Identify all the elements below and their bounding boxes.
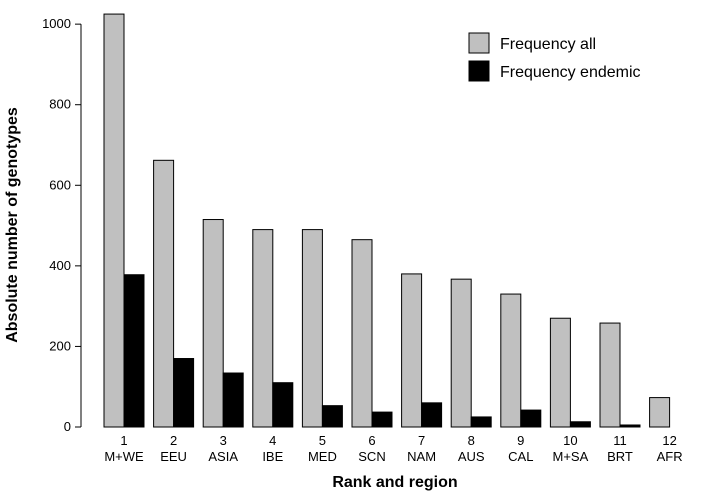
legend-label: Frequency endemic xyxy=(500,64,641,81)
x-tick-region: AUS xyxy=(458,449,485,464)
x-tick-region: CAL xyxy=(508,449,533,464)
bar-endemic xyxy=(371,411,393,428)
x-tick-region: M+WE xyxy=(104,449,144,464)
bar-endemic xyxy=(321,405,343,428)
bar-endemic xyxy=(173,358,195,428)
x-tick-region: MED xyxy=(308,449,337,464)
bar-all xyxy=(202,219,224,428)
x-tick-rank: 1 xyxy=(120,433,127,448)
x-tick-rank: 6 xyxy=(368,433,375,448)
y-tick-label: 1000 xyxy=(42,16,71,31)
legend: Frequency all Frequency endemic xyxy=(468,32,641,82)
bar-endemic xyxy=(222,372,244,428)
bar-all xyxy=(649,397,671,428)
bar-all xyxy=(301,229,323,428)
x-tick-rank: 2 xyxy=(170,433,177,448)
x-tick-rank: 10 xyxy=(563,433,577,448)
x-tick-region: M+SA xyxy=(553,449,589,464)
x-tick-rank: 5 xyxy=(319,433,326,448)
y-tick-label: 0 xyxy=(64,419,71,434)
x-tick-rank: 3 xyxy=(220,433,227,448)
bar-endemic xyxy=(569,421,591,428)
bar-endemic xyxy=(272,382,294,428)
bar-all xyxy=(599,322,621,428)
bar-all xyxy=(103,13,125,428)
x-tick-rank: 7 xyxy=(418,433,425,448)
x-tick-region: ASIA xyxy=(208,449,238,464)
x-tick-region: AFR xyxy=(657,449,683,464)
bar-all xyxy=(450,278,472,428)
bar-all xyxy=(500,293,522,428)
legend-swatch xyxy=(468,32,490,54)
bar-all xyxy=(351,239,373,428)
y-axis-title: Absolute number of genotypes xyxy=(4,107,21,343)
x-tick-rank: 8 xyxy=(468,433,475,448)
x-tick-region: NAM xyxy=(407,449,436,464)
legend-label: Frequency all xyxy=(500,36,596,53)
x-tick-rank: 4 xyxy=(269,433,276,448)
bar-endemic xyxy=(619,424,641,428)
y-tick-label: 800 xyxy=(49,97,71,112)
x-tick-region: BRT xyxy=(607,449,633,464)
y-tick-label: 400 xyxy=(49,258,71,273)
bar-all xyxy=(401,273,423,428)
x-tick-rank: 11 xyxy=(613,433,627,448)
bar-all xyxy=(252,229,274,428)
y-tick-label: 200 xyxy=(49,338,71,353)
bar-all xyxy=(153,159,175,428)
x-tick-region: EEU xyxy=(160,449,187,464)
bar-endemic xyxy=(470,416,492,428)
bar-endemic xyxy=(520,409,542,428)
bar-all xyxy=(549,317,571,428)
bar-endemic xyxy=(421,402,443,428)
x-tick-rank: 12 xyxy=(662,433,676,448)
x-tick-region: SCN xyxy=(358,449,385,464)
x-tick-rank: 9 xyxy=(517,433,524,448)
axes xyxy=(75,23,82,428)
legend-swatch xyxy=(468,60,490,82)
bar-endemic xyxy=(123,274,145,428)
bars xyxy=(103,13,671,428)
x-axis-title: Rank and region xyxy=(332,474,457,491)
x-tick-region: IBE xyxy=(262,449,283,464)
y-tick-label: 600 xyxy=(49,177,71,192)
